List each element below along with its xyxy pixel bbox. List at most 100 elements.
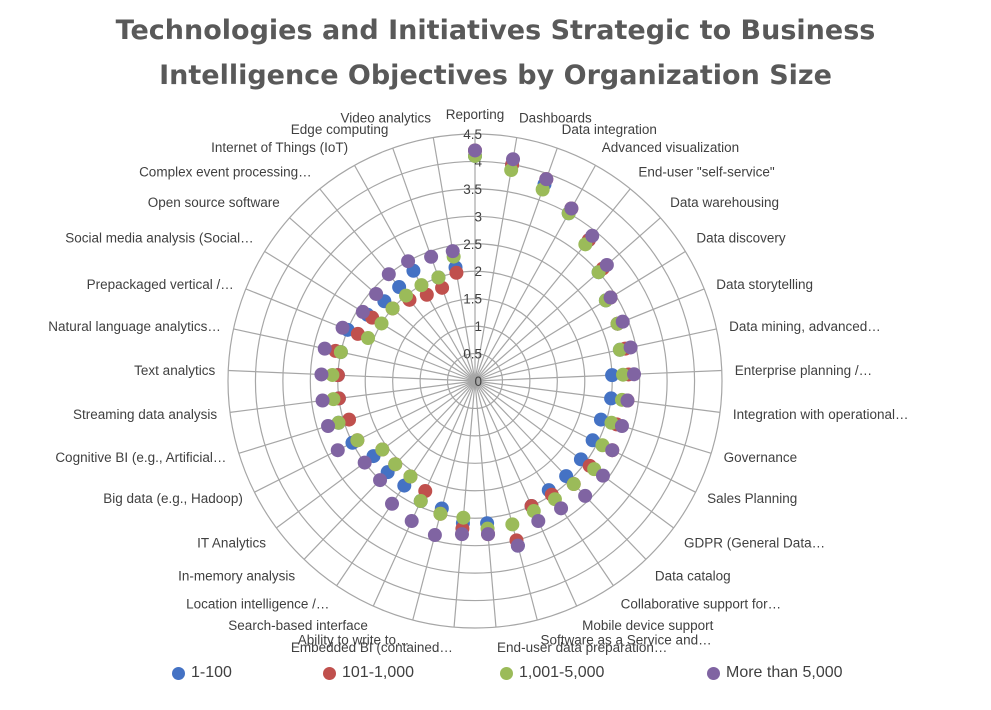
point-series-3-6 — [603, 290, 618, 305]
point-series-2-29 — [333, 345, 348, 360]
point-series-2-9 — [616, 367, 631, 382]
grid-spoke-26 — [238, 380, 476, 454]
point-series-2-32 — [385, 301, 400, 316]
point-series-3-10 — [620, 393, 635, 408]
legend-swatch-0 — [172, 666, 185, 680]
legend-label-0: 1-100 — [191, 664, 232, 681]
point-series-2-33 — [399, 288, 414, 303]
point-series-2-1 — [504, 163, 519, 178]
category-label-1: Dashboards — [519, 111, 592, 126]
point-series-3-11 — [614, 419, 629, 434]
tick-label-1: 0.5 — [463, 347, 482, 362]
category-label-12: Sales Planning — [707, 491, 797, 506]
point-series-2-23 — [388, 457, 403, 472]
radar-tick-labels: 00.511.522.533.544.5 — [463, 127, 482, 389]
radar-chart: 00.511.522.533.544.5 ReportingDashboards… — [48, 107, 908, 655]
point-series-3-31 — [355, 304, 370, 319]
grid-spoke-28 — [228, 369, 476, 382]
legend-swatch-2 — [500, 666, 513, 680]
point-series-3-18 — [481, 527, 496, 542]
radar-data-points — [314, 143, 642, 553]
point-series-1-26 — [342, 412, 357, 427]
point-series-2-34 — [414, 278, 429, 293]
point-series-3-4 — [585, 228, 600, 243]
category-label-27: Streaming data analysis — [73, 407, 217, 422]
point-series-3-17 — [510, 538, 525, 553]
tick-label-0: 0 — [474, 374, 482, 389]
grid-spoke-5 — [474, 217, 661, 382]
chart-title: Technologies and Initiatives Strategic t… — [0, 8, 991, 98]
point-series-3-16 — [531, 514, 546, 529]
category-label-36: Video analytics — [340, 111, 431, 126]
grid-spoke-27 — [229, 380, 476, 413]
grid-spoke-3 — [474, 165, 596, 382]
point-series-3-29 — [317, 341, 332, 356]
category-label-31: Social media analysis (Social… — [65, 231, 253, 246]
point-series-2-35 — [431, 270, 446, 285]
grid-spoke-16 — [474, 380, 578, 607]
grid-spoke-6 — [474, 250, 686, 382]
chart-title-line-1: Technologies and Initiatives Strategic t… — [115, 15, 876, 46]
grid-spoke-19 — [453, 380, 476, 628]
grid-spoke-13 — [474, 380, 674, 529]
category-label-35: Edge computing — [291, 122, 389, 137]
grid-spoke-17 — [474, 380, 538, 621]
tick-label-2: 1 — [474, 319, 482, 334]
category-label-4: End-user "self-service" — [638, 165, 775, 180]
category-label-8: Data mining, advanced… — [729, 319, 881, 334]
point-series-3-8 — [623, 340, 638, 355]
category-label-0: Reporting — [446, 107, 505, 122]
legend-label-1: 101-1,000 — [342, 664, 415, 681]
point-series-3-2 — [539, 172, 554, 187]
point-series-3-28 — [314, 367, 329, 382]
grid-spoke-9 — [474, 369, 722, 382]
point-series-2-30 — [361, 331, 376, 346]
point-series-3-35 — [424, 249, 439, 264]
legend-item-1: 101-1,000 — [323, 664, 414, 682]
point-series-1-36 — [449, 265, 464, 280]
point-series-2-24 — [375, 442, 390, 457]
point-series-3-33 — [381, 267, 396, 282]
legend-swatch-1 — [323, 666, 336, 680]
point-series-3-34 — [401, 254, 416, 269]
grid-spoke-20 — [412, 380, 476, 621]
point-series-3-23 — [373, 473, 388, 488]
category-label-28: Text analytics — [134, 363, 215, 378]
category-label-20: Ability to write to… — [298, 633, 410, 648]
grid-spoke-4 — [474, 188, 631, 382]
legend-item-0: 1-100 — [172, 664, 232, 682]
category-label-5: Data warehousing — [670, 195, 779, 210]
category-label-13: GDPR (General Data… — [684, 536, 825, 551]
radar-grid — [227, 133, 723, 629]
point-series-2-20 — [433, 506, 448, 521]
category-label-15: Collaborative support for… — [621, 596, 782, 611]
category-label-26: Cognitive BI (e.g., Artificial… — [55, 450, 226, 465]
grid-spoke-7 — [474, 288, 705, 382]
point-series-2-28 — [325, 367, 340, 382]
point-series-3-13 — [595, 468, 610, 483]
point-series-3-25 — [330, 443, 345, 458]
grid-spoke-11 — [474, 380, 712, 454]
point-series-3-32 — [369, 286, 384, 301]
point-series-3-36 — [445, 244, 460, 259]
point-series-3-0 — [468, 143, 482, 158]
point-series-2-27 — [326, 392, 341, 407]
tick-label-7: 3.5 — [463, 182, 482, 197]
point-series-3-19 — [454, 527, 469, 542]
tick-label-4: 2 — [474, 264, 482, 279]
point-series-3-7 — [615, 314, 630, 329]
legend-item-2: 1,001-5,000 — [500, 664, 604, 682]
category-label-9: Enterprise planning /… — [735, 363, 872, 378]
category-label-21: Search-based interface — [228, 618, 368, 633]
category-label-6: Data discovery — [696, 231, 786, 246]
grid-spoke-1 — [474, 137, 518, 382]
category-label-33: Complex event processing… — [139, 165, 312, 180]
category-label-30: Prepackaged vertical /… — [87, 277, 234, 292]
legend-label-3: More than 5,000 — [726, 664, 843, 681]
point-series-3-14 — [578, 488, 593, 503]
point-series-3-22 — [385, 496, 400, 511]
category-label-22: Location intelligence /… — [186, 596, 329, 611]
grid-spoke-25 — [254, 380, 476, 493]
category-label-29: Natural language analytics… — [48, 319, 221, 334]
category-label-14: Data catalog — [655, 569, 731, 584]
